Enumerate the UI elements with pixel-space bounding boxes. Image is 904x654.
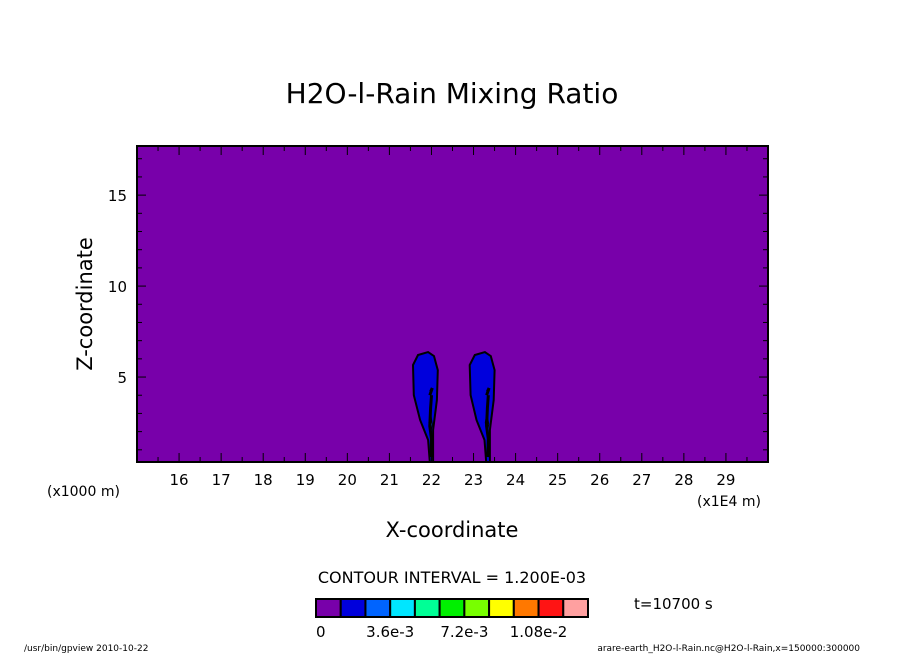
y-axis-label: Z-coordinate [73, 237, 97, 371]
x-tick-label: 25 [548, 471, 567, 489]
colorbar-label: 7.2e-3 [440, 623, 488, 641]
colorbar-swatch [488, 598, 515, 618]
x-unit-right: (x1E4 m) [697, 494, 761, 510]
x-tick-label: 27 [632, 471, 651, 489]
x-tick-label: 16 [170, 471, 189, 489]
colorbar: 0 3.6e-3 7.2e-3 1.08e-2 [315, 598, 589, 641]
x-tick-label: 24 [506, 471, 525, 489]
colorbar-swatch [463, 598, 491, 618]
time-label: t=10700 s [634, 595, 713, 613]
x-tick-label: 26 [590, 471, 609, 489]
contour-line-0 [428, 395, 434, 458]
y-tick-label: 10 [108, 278, 127, 296]
y-tick-label: 15 [108, 187, 127, 205]
colorbar-label: 3.6e-3 [366, 623, 414, 641]
colorbar-label: 0 [316, 623, 326, 641]
x-axis-label: X-coordinate [386, 518, 519, 542]
colorbar-swatch [389, 598, 416, 618]
colorbar-swatch [364, 598, 392, 618]
colorbar-swatch [438, 598, 466, 618]
colorbar-swatch [512, 598, 540, 618]
colorbar-swatch [315, 598, 342, 618]
footer-left: /usr/bin/gpview 2010-10-22 [24, 644, 148, 654]
field-background [137, 146, 768, 462]
colorbar-label: 1.08e-2 [510, 623, 568, 641]
x-tick-label: 18 [254, 471, 273, 489]
x-tick-label: 23 [464, 471, 483, 489]
x-tick-label: 21 [380, 471, 399, 489]
x-tick-label: 19 [296, 471, 315, 489]
x-tick-label: 29 [716, 471, 735, 489]
contour-interval-label: CONTOUR INTERVAL = 1.200E-03 [318, 568, 586, 587]
contour-line-1 [428, 387, 434, 396]
x-tick-label: 22 [422, 471, 441, 489]
x-tick-label: 28 [674, 471, 693, 489]
footer-right: arare-earth_H2O-l-Rain.nc@H2O-l-Rain,x=1… [597, 644, 860, 654]
colorbar-swatch [413, 598, 441, 618]
x-unit-left: (x1000 m) [47, 484, 120, 500]
colorbar-swatch [339, 598, 367, 618]
colorbar-swatch [537, 598, 565, 618]
contour-line-3 [485, 387, 491, 396]
chart-title: H2O-l-Rain Mixing Ratio [286, 77, 619, 110]
y-tick-label: 5 [117, 369, 127, 387]
contour-line-2 [485, 395, 490, 458]
colorbar-swatch [562, 598, 589, 618]
x-tick-label: 17 [212, 471, 231, 489]
x-tick-label: 20 [338, 471, 357, 489]
